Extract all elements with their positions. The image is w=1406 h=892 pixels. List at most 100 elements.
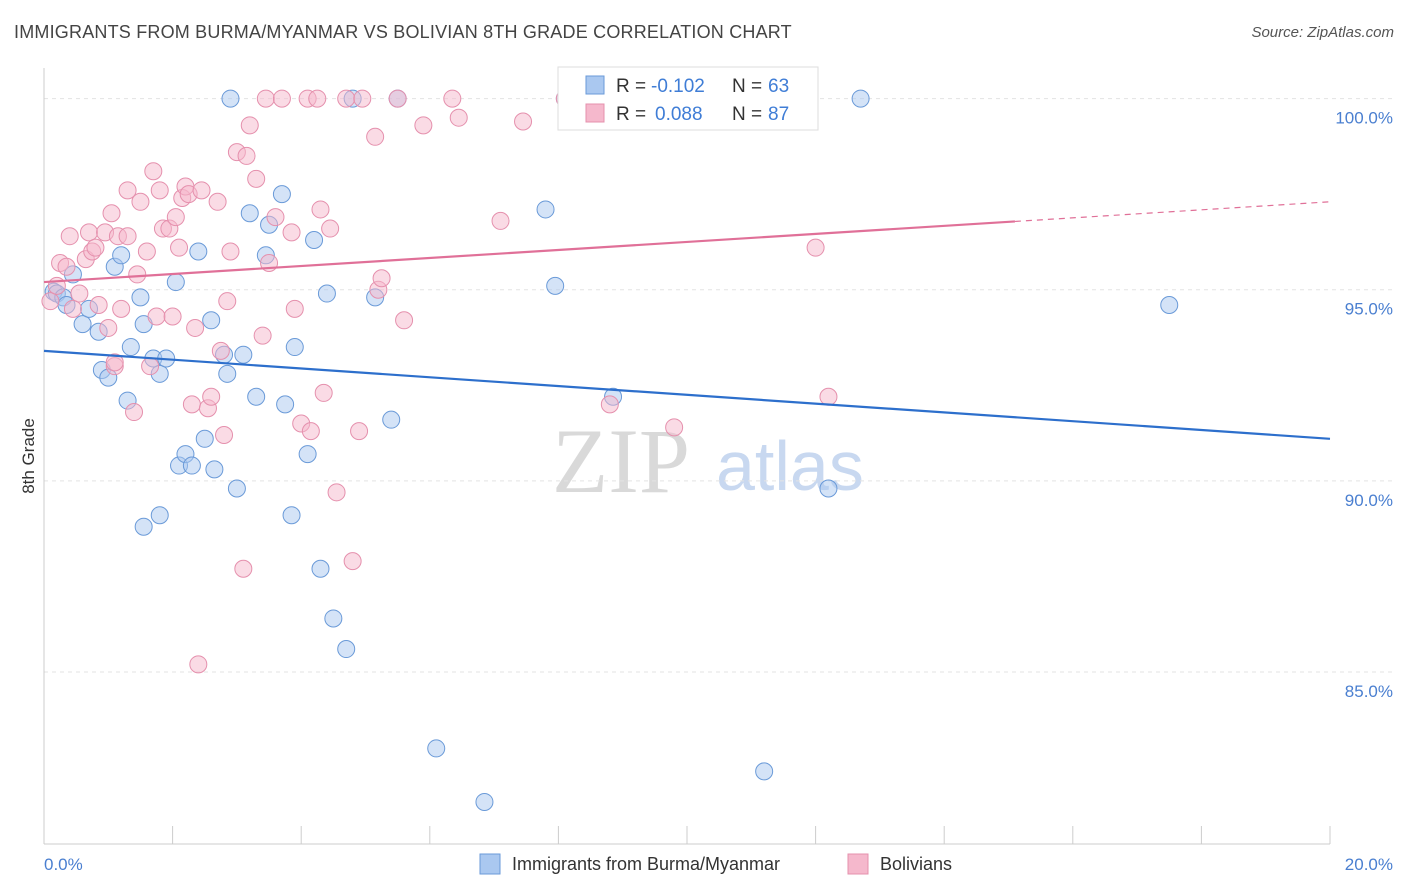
bolivians-point-36 [182, 395, 201, 414]
bolivians-point-22 [131, 192, 150, 211]
burma-point-45 [337, 640, 356, 659]
bolivians-point-45 [221, 242, 240, 261]
x-tick-label-right: 20.0% [1345, 855, 1393, 874]
burma-point-53 [546, 276, 565, 295]
bolivians-point-78 [491, 211, 510, 230]
bottom-legend-label-burma: Immigrants from Burma/Myanmar [512, 854, 780, 874]
bolivians-point-83 [806, 238, 825, 257]
bolivians-point-17 [112, 299, 131, 318]
bolivians-point-68 [350, 422, 369, 441]
bolivians-point-41 [208, 192, 227, 211]
legend-r-label-bolivians: R = [616, 104, 646, 125]
bottom-legend-label-bolivians: Bolivians [880, 854, 952, 874]
bolivians-trend-line-extension [1014, 201, 1331, 223]
bolivians-point-62 [311, 200, 330, 219]
burma-point-48 [382, 410, 401, 429]
burma-point-19 [166, 273, 185, 292]
bottom-legend: Immigrants from Burma/Myanmar Bolivians [479, 853, 952, 875]
burma-point-28 [218, 364, 237, 383]
bolivians-point-65 [327, 483, 346, 502]
bolivians-point-61 [308, 89, 327, 108]
burma-point-50 [427, 739, 446, 758]
chart-title: IMMIGRANTS FROM BURMA/MYANMAR VS BOLIVIA… [14, 22, 792, 42]
burma-point-23 [189, 242, 208, 261]
bolivians-point-63 [314, 383, 333, 402]
bolivians-point-6 [70, 284, 89, 303]
bolivians-point-54 [266, 208, 285, 227]
bolivians-point-26 [147, 307, 166, 326]
bolivians-point-75 [414, 116, 433, 135]
bolivians-point-66 [337, 89, 356, 108]
bolivians-point-44 [218, 292, 237, 311]
legend-n-value-bolivians: 87 [768, 104, 789, 125]
bolivians-point-72 [372, 269, 391, 288]
trend-lines [43, 201, 1331, 440]
bolivians-point-3 [57, 257, 76, 276]
burma-point-44 [324, 609, 343, 628]
bolivians-trend-line [43, 220, 1015, 284]
burma-point-59 [819, 479, 838, 498]
legend-r-label-burma: R = [616, 76, 646, 97]
series-bolivians-points [41, 89, 838, 674]
burma-point-61 [1160, 296, 1179, 315]
burma-point-24 [195, 429, 214, 448]
y-tick-label-1: 95.0% [1345, 300, 1393, 319]
bolivians-point-50 [247, 169, 266, 188]
burma-point-31 [234, 345, 253, 364]
bolivians-point-69 [353, 89, 372, 108]
bottom-legend-swatch-burma [479, 853, 501, 875]
bolivians-point-73 [388, 89, 407, 108]
bolivians-point-60 [301, 422, 320, 441]
burma-point-52 [536, 200, 555, 219]
bolivians-point-76 [443, 89, 462, 108]
burma-point-37 [276, 395, 295, 414]
burma-point-41 [305, 231, 324, 250]
bolivians-point-49 [240, 116, 259, 135]
source-label: Source: ZipAtlas.com [1251, 24, 1394, 41]
bolivians-point-57 [285, 299, 304, 318]
burma-point-32 [240, 204, 259, 223]
bolivians-point-38 [192, 181, 211, 200]
burma-point-36 [272, 185, 291, 204]
legend-n-label-bolivians: N = [732, 104, 762, 125]
bolivians-point-70 [366, 127, 385, 146]
bolivians-point-43 [215, 425, 234, 444]
gridlines [44, 98, 1392, 673]
bolivians-point-18 [118, 227, 137, 246]
bottom-legend-swatch-bolivians [847, 853, 869, 875]
bolivians-point-14 [102, 204, 121, 223]
bolivians-point-37 [186, 318, 205, 337]
legend-box: R = -0.102 N = 63 R = 0.088 N = 87 [557, 66, 819, 131]
bolivians-point-85 [189, 655, 208, 674]
burma-point-26 [205, 460, 224, 479]
bolivians-point-51 [253, 326, 272, 345]
burma-point-33 [247, 387, 266, 406]
burma-point-38 [282, 506, 301, 525]
burma-point-62 [134, 517, 153, 536]
bolivians-point-20 [125, 403, 144, 422]
burma-point-39 [285, 338, 304, 357]
burma-point-14 [131, 288, 150, 307]
burma-trend-line [43, 349, 1331, 440]
bolivians-point-27 [150, 181, 169, 200]
y-tick-labels: 100.0% 95.0% 90.0% 85.0% [1335, 109, 1393, 701]
bolivians-point-8 [80, 223, 99, 242]
burma-point-5 [73, 315, 92, 334]
bolivians-point-52 [256, 89, 275, 108]
burma-point-51 [475, 792, 494, 811]
bolivians-point-30 [163, 307, 182, 326]
y-axis-title: 8th Grade [19, 418, 38, 494]
bolivians-point-40 [202, 387, 221, 406]
legend-swatch-burma [585, 75, 605, 95]
bolivians-point-5 [63, 299, 82, 318]
bolivians-point-19 [118, 181, 137, 200]
bolivians-point-81 [600, 395, 619, 414]
x-tick-label-left: 0.0% [44, 855, 83, 874]
bolivians-point-84 [819, 387, 838, 406]
series-burma-points [44, 89, 1179, 811]
burma-point-22 [182, 456, 201, 475]
burma-point-43 [317, 284, 336, 303]
bolivians-point-10 [86, 238, 105, 257]
burma-point-40 [298, 445, 317, 464]
